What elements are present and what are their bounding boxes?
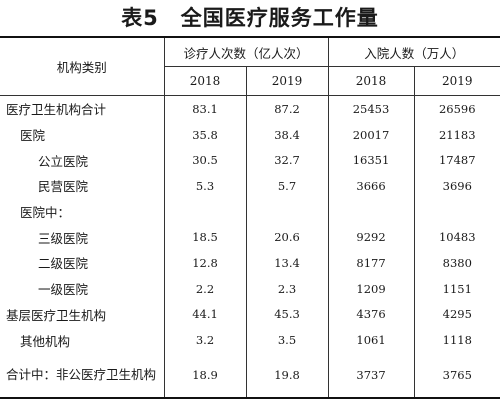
column-header-category: 机构类别 — [0, 36, 164, 96]
column-header-year: 2018 — [327, 66, 415, 96]
cell: 5.3 — [163, 173, 246, 199]
row-label: 医疗卫生机构合计 — [6, 102, 107, 118]
table-row: 公立医院 30.5 32.7 16351 17487 — [0, 147, 500, 174]
row-label: 医院 — [20, 128, 46, 144]
cell: 5.7 — [245, 173, 329, 199]
cell: 20017 — [327, 121, 415, 148]
table-title: 表5 全国医疗服务工作量 — [121, 6, 379, 30]
table-row: 合计中：非公医疗卫生机构 18.9 19.8 3737 3765 — [0, 352, 500, 399]
column-group-admissions: 入院人数（万人） — [327, 36, 500, 67]
row-label: 公立医院 — [38, 153, 89, 169]
cell: 26596 — [413, 95, 500, 122]
column-header-year: 2019 — [245, 66, 329, 96]
cell: 3696 — [413, 173, 500, 199]
cell: 16351 — [327, 147, 415, 174]
cell: 32.7 — [245, 147, 329, 174]
table-row: 基层医疗卫生机构 44.1 45.3 4376 4295 — [0, 301, 500, 328]
row-label: 民营医院 — [38, 179, 89, 195]
cell: 4295 — [413, 301, 500, 328]
table-row: 三级医院 18.5 20.6 9292 10483 — [0, 224, 500, 251]
medical-service-workload-table: 机构类别 诊疗人次数（亿人次） 入院人数（万人） 2018 2019 2018 … — [0, 36, 500, 399]
row-label: 合计中：非公医疗卫生机构 — [0, 352, 164, 399]
row-label: 三级医院 — [38, 230, 89, 246]
cell: 3.2 — [163, 327, 246, 353]
cell: 13.4 — [245, 250, 329, 276]
cell: 19.8 — [245, 352, 329, 399]
table-row: 医院中： — [0, 198, 500, 225]
cell: 9292 — [327, 224, 415, 251]
cell: 3666 — [327, 173, 415, 199]
row-label: 二级医院 — [38, 256, 89, 272]
cell: 10483 — [413, 224, 500, 251]
cell: 83.1 — [163, 95, 246, 122]
cell: 2.3 — [245, 275, 329, 302]
cell: 12.8 — [163, 250, 246, 276]
cell: 1151 — [413, 275, 500, 302]
cell — [413, 198, 500, 225]
row-label: 其他机构 — [20, 333, 71, 349]
column-header-year: 2019 — [413, 66, 500, 96]
cell: 18.5 — [163, 224, 246, 251]
cell: 87.2 — [245, 95, 329, 122]
cell: 1061 — [327, 327, 415, 353]
cell: 1118 — [413, 327, 500, 353]
row-label: 医院中： — [20, 205, 71, 221]
cell — [245, 198, 329, 225]
cell — [327, 198, 415, 225]
table-row: 一级医院 2.2 2.3 1209 1151 — [0, 275, 500, 302]
row-label: 基层医疗卫生机构 — [6, 307, 107, 323]
cell: 35.8 — [163, 121, 246, 148]
table-row: 医院 35.8 38.4 20017 21183 — [0, 121, 500, 148]
cell: 20.6 — [245, 224, 329, 251]
cell: 2.2 — [163, 275, 246, 302]
column-group-visits: 诊疗人次数（亿人次） — [163, 36, 329, 67]
cell: 8380 — [413, 250, 500, 276]
cell: 3.5 — [245, 327, 329, 353]
cell: 38.4 — [245, 121, 329, 148]
cell: 30.5 — [163, 147, 246, 174]
column-header-year: 2018 — [163, 66, 246, 96]
cell: 8177 — [327, 250, 415, 276]
cell: 21183 — [413, 121, 500, 148]
cell: 25453 — [327, 95, 415, 122]
table-row: 其他机构 3.2 3.5 1061 1118 — [0, 327, 500, 353]
cell: 3737 — [327, 352, 415, 399]
cell: 18.9 — [163, 352, 246, 399]
cell: 3765 — [413, 352, 500, 399]
cell: 1209 — [327, 275, 415, 302]
row-label: 一级医院 — [38, 282, 89, 298]
cell: 44.1 — [163, 301, 246, 328]
cell: 45.3 — [245, 301, 329, 328]
cell — [163, 198, 246, 225]
table-row: 二级医院 12.8 13.4 8177 8380 — [0, 250, 500, 276]
table-row: 医疗卫生机构合计 83.1 87.2 25453 26596 — [0, 95, 500, 122]
cell: 4376 — [327, 301, 415, 328]
table-row: 民营医院 5.3 5.7 3666 3696 — [0, 173, 500, 199]
cell: 17487 — [413, 147, 500, 174]
